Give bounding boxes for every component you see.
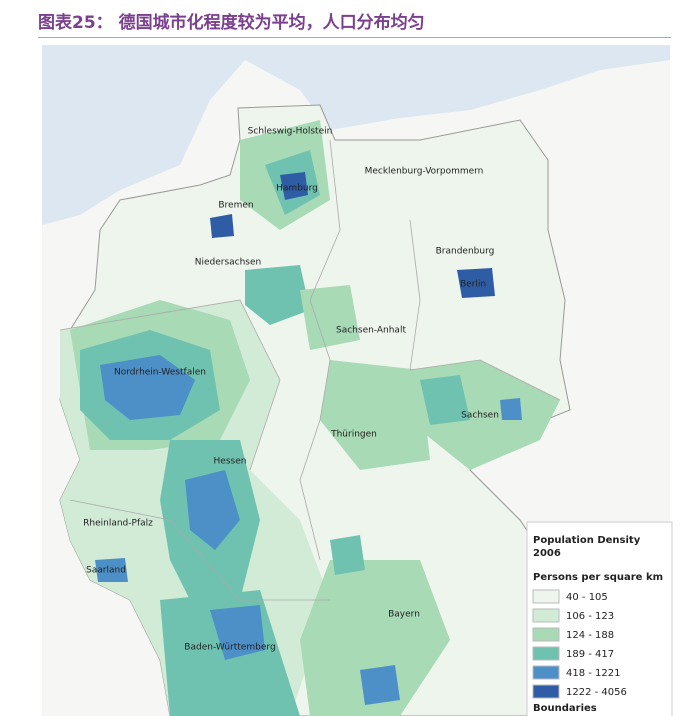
state-label: Mecklenburg-Vorpommern bbox=[365, 167, 484, 177]
density-region bbox=[330, 535, 365, 575]
figure-title: 图表25： 德国城市化程度较为平均，人口分布均匀 bbox=[38, 13, 425, 33]
legend-label: 189 - 417 bbox=[566, 649, 614, 660]
state-label: Schleswig-Holstein bbox=[248, 127, 333, 137]
density-region bbox=[420, 375, 470, 425]
legend-title-line: Population Density bbox=[533, 535, 641, 546]
state-label: Bayern bbox=[388, 610, 420, 620]
density-region bbox=[95, 558, 128, 582]
legend-title: Population Density 2006 bbox=[533, 535, 641, 559]
state-label: Rheinland-Pfalz bbox=[83, 519, 153, 529]
legend-subtitle: Persons per square km bbox=[533, 572, 663, 583]
legend-label: 106 - 123 bbox=[566, 611, 614, 622]
state-label: Sachsen-Anhalt bbox=[336, 326, 406, 336]
state-borders bbox=[59, 139, 561, 601]
state-label: Brandenburg bbox=[436, 247, 495, 257]
legend-boundaries: Boundaries bbox=[533, 703, 597, 714]
density-region bbox=[210, 214, 234, 238]
density-region bbox=[210, 605, 265, 660]
title-rule bbox=[38, 37, 671, 38]
legend: Population Density 2006 Persons per square… bbox=[526, 521, 673, 716]
legend-swatch bbox=[532, 627, 560, 642]
density-region bbox=[245, 265, 310, 325]
regions bbox=[59, 104, 641, 716]
legend-label: 40 - 105 bbox=[566, 592, 608, 603]
sea bbox=[42, 45, 670, 225]
state-label: Saarland bbox=[86, 566, 126, 576]
state-label: Hamburg bbox=[276, 184, 318, 194]
density-region bbox=[300, 285, 360, 350]
state-label: Baden-Württemberg bbox=[184, 643, 275, 653]
density-region bbox=[185, 470, 240, 550]
legend-label: 418 - 1221 bbox=[566, 668, 621, 679]
state-border bbox=[409, 219, 561, 401]
state-label: Bremen bbox=[218, 201, 253, 211]
density-region bbox=[280, 172, 308, 200]
legend-swatch bbox=[532, 684, 560, 699]
legend-swatch bbox=[532, 589, 560, 604]
state-label: Sachsen bbox=[461, 411, 499, 421]
state-label: Niedersachsen bbox=[195, 258, 262, 268]
legend-label: 1222 - 4056 bbox=[566, 687, 627, 698]
density-region bbox=[360, 665, 400, 705]
legend-title-line: 2006 bbox=[533, 548, 561, 559]
state-border bbox=[59, 299, 281, 471]
density-region bbox=[300, 560, 450, 716]
density-region bbox=[457, 268, 495, 298]
density-region bbox=[500, 398, 522, 420]
state-border bbox=[69, 499, 330, 601]
state-label: Hessen bbox=[214, 457, 247, 467]
density-region bbox=[100, 355, 195, 420]
state-label: Nordrhein-Westfalen bbox=[114, 368, 206, 378]
density-region bbox=[320, 360, 430, 470]
state-label: Thüringen bbox=[330, 430, 377, 440]
legend-label: 124 - 188 bbox=[566, 630, 614, 641]
legend-swatch bbox=[532, 665, 560, 680]
state-border bbox=[299, 139, 341, 561]
legend-swatch bbox=[532, 608, 560, 623]
state-label: Berlin bbox=[460, 280, 486, 290]
legend-swatch bbox=[532, 646, 560, 661]
